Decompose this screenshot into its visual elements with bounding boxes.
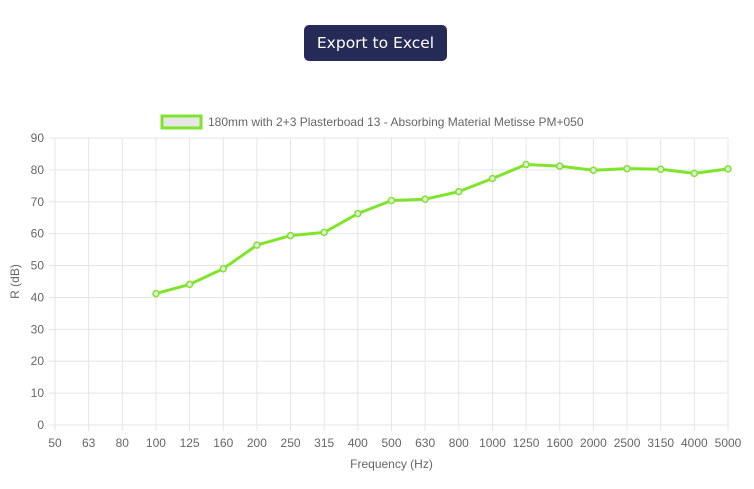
x-tick-label: 80: [116, 436, 130, 450]
y-axis-label: R (dB): [8, 264, 22, 299]
x-tick-label: 1250: [513, 436, 540, 450]
x-axis-label: Frequency (Hz): [350, 457, 433, 471]
x-tick-label: 800: [449, 436, 469, 450]
x-tick-label: 200: [247, 436, 267, 450]
x-tick-label: 1000: [479, 436, 506, 450]
x-tick-label: 2500: [614, 436, 641, 450]
data-point[interactable]: [253, 241, 261, 249]
data-point[interactable]: [219, 264, 227, 273]
x-tick-label: 1600: [546, 436, 573, 450]
x-tick-label: 160: [213, 436, 233, 450]
legend-swatch: [160, 114, 203, 130]
data-point[interactable]: [152, 289, 160, 298]
data-point[interactable]: [589, 166, 598, 174]
y-tick-label: 40: [31, 290, 45, 304]
data-point[interactable]: [556, 162, 564, 170]
x-tick-label: 63: [82, 436, 96, 450]
data-point[interactable]: [354, 209, 362, 218]
chart-grid: [49, 137, 729, 431]
y-tick-label: 90: [31, 131, 45, 145]
x-tick-label: 400: [348, 436, 368, 450]
x-axis-ticks: 50 63 80 100 125 160 200 250 315 400 500 630 800 1000…: [48, 436, 741, 450]
data-point[interactable]: [320, 228, 328, 237]
series-line: [154, 163, 730, 296]
y-tick-label: 10: [31, 386, 45, 400]
chart-series: [152, 160, 732, 298]
export-to-excel-button[interactable]: Export to Excel: [304, 25, 447, 61]
legend-label: 180mm with 2+3 Plasterboad 13 - Absorbin…: [208, 115, 584, 129]
data-point[interactable]: [656, 165, 665, 174]
x-tick-label: 50: [48, 436, 62, 450]
y-tick-label: 60: [31, 227, 45, 241]
x-tick-label: 500: [381, 436, 401, 450]
x-tick-label: 100: [146, 436, 166, 450]
data-point[interactable]: [387, 196, 396, 205]
y-tick-label: 50: [31, 259, 45, 273]
y-tick-label: 80: [31, 163, 45, 177]
data-point[interactable]: [455, 187, 463, 196]
data-point[interactable]: [724, 165, 732, 173]
x-tick-label: 250: [281, 436, 301, 450]
x-tick-label: 315: [314, 436, 334, 450]
y-tick-label: 0: [37, 418, 44, 432]
y-axis-ticks: 0 10 20 30 40 50 60 70 80 90: [31, 131, 45, 432]
data-point[interactable]: [488, 174, 497, 183]
data-point[interactable]: [623, 164, 631, 173]
y-tick-label: 20: [31, 354, 45, 368]
y-tick-label: 30: [31, 322, 45, 336]
data-point[interactable]: [421, 195, 429, 203]
data-point[interactable]: [286, 231, 295, 240]
y-tick-label: 70: [31, 195, 45, 209]
x-tick-label: 630: [415, 436, 435, 450]
data-point[interactable]: [185, 280, 194, 289]
x-tick-label: 125: [180, 436, 200, 450]
x-tick-label: 5000: [715, 436, 742, 450]
data-point[interactable]: [522, 160, 530, 169]
x-tick-label: 2000: [580, 436, 607, 450]
x-tick-label: 4000: [681, 436, 708, 450]
chart-legend[interactable]: 180mm with 2+3 Plasterboad 13 - Absorbin…: [160, 114, 584, 130]
data-point[interactable]: [690, 169, 699, 178]
x-tick-label: 3150: [647, 436, 674, 450]
